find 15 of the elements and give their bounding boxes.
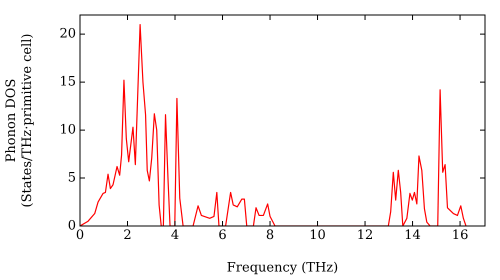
x-tick-label: 6 [218, 228, 227, 244]
x-tick-label: 2 [123, 228, 132, 244]
y-tick-label: 0 [68, 218, 76, 234]
x-tick-label: 14 [404, 228, 421, 244]
y-axis-title: Phonon DOS (States/THz·primitive cell) [4, 33, 35, 208]
y-tick-label: 10 [59, 122, 76, 138]
x-tick-label: 12 [356, 228, 374, 244]
x-tick-label: 10 [309, 228, 326, 244]
y-tick-label: 5 [68, 170, 76, 186]
x-axis-title: Frequency (THz) [226, 260, 338, 276]
x-tick-label: 8 [266, 228, 274, 244]
y-tick-label: 20 [59, 26, 76, 42]
x-tick-label: 4 [170, 228, 180, 244]
x-tick-label: 16 [452, 228, 468, 244]
y-tick-label: 15 [59, 74, 76, 90]
